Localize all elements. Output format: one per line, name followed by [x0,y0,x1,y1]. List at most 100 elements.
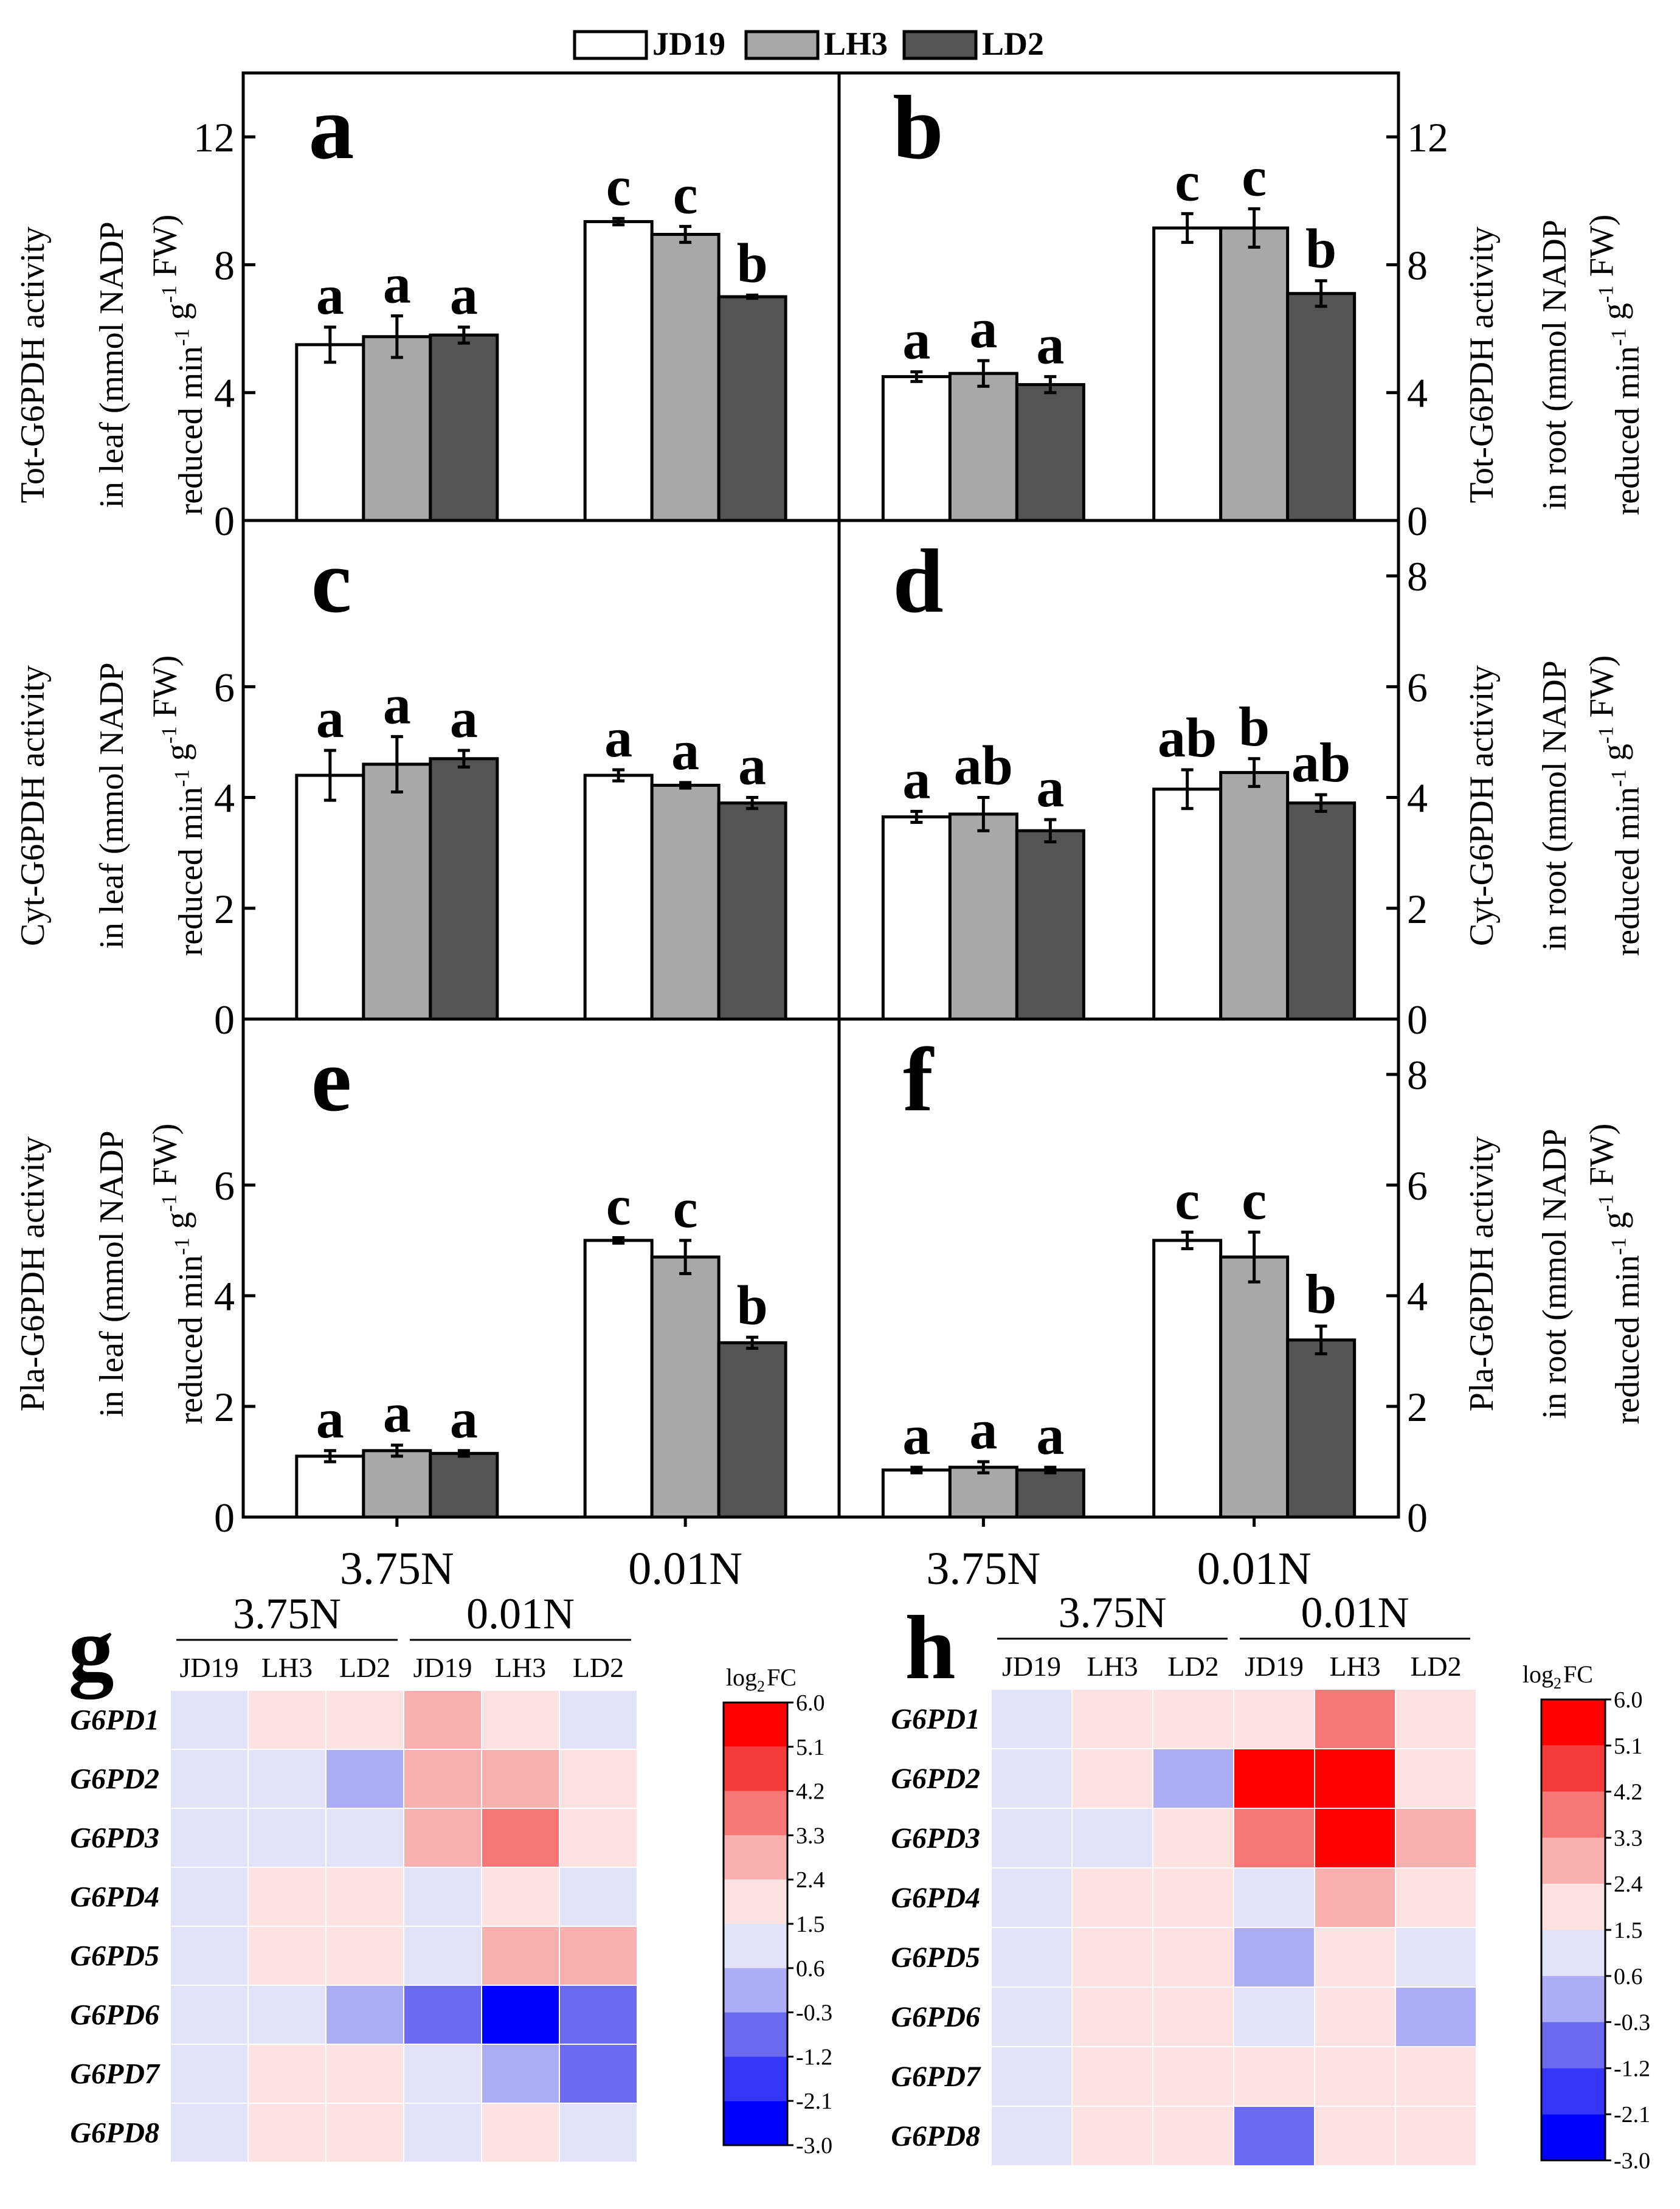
heatmap-column-label: LD2 [1410,1651,1461,1682]
significance-letter: c [606,155,631,217]
y-axis-label-f: reduced min-1 g-1 FW) [1583,1124,1647,1425]
heatmap-cell [1233,1867,1315,1928]
heatmap-cell [559,1867,638,1927]
y-axis-label-a: in leaf (mmol NADP [93,221,131,508]
significance-letter: a [902,309,930,371]
heatmap-cell [1395,1689,1477,1749]
heatmap-column-label: LD2 [339,1652,390,1683]
heatmap-column-label: LH3 [1087,1651,1138,1682]
heatmap-cell [403,2044,482,2104]
heatmap-cell [990,1689,1073,1749]
significance-letter: a [1036,1404,1064,1466]
heatmap-column-label: JD19 [413,1652,472,1683]
y-tick-label: 6 [214,664,235,710]
panel-letter-b: b [893,77,943,178]
heatmap-cell [247,2044,327,2104]
significance-letter: a [969,297,997,359]
colorbar-segment [1541,1976,1605,2022]
significance-letter: ab [954,735,1013,797]
colorbar-title: log [1523,1661,1554,1688]
colorbar-segment [1541,1745,1605,1792]
y-axis-label-e: reduced min-1 g-1 FW) [146,1124,210,1425]
significance-letter: a [604,707,632,769]
heatmap-cell [403,1690,482,1750]
colorbar-segment [1541,2114,1605,2160]
significance-letter: c [606,1174,631,1236]
bar-d-lh3-001n [1219,771,1290,1021]
heatmap-row-label: G6PD8 [891,2120,980,2152]
colorbar-segment [724,1879,787,1924]
colorbar-tick-label: 4.2 [1614,1780,1643,1805]
significance-letter: a [902,1404,930,1466]
heatmap-group-label: 0.01N [466,1589,575,1638]
heatmap-cell [481,1749,560,1809]
heatmap-cell [990,1748,1073,1809]
heatmap-h: h 3.75N 0.01N JD19 LH3 LD2 JD19 LH3 LD2 G6PD1 G6PD… [891,1588,1650,2174]
heatmap-cell [1395,1867,1477,1928]
x-tick-label: 3.75N [340,1543,454,1594]
y-tick-label: 0 [214,1495,235,1541]
colorbar-tick-label: -0.3 [1614,2010,1650,2036]
significance-letter: a [383,1382,411,1444]
heatmap-cell [247,1867,327,1927]
bar-e-jd19-001n [583,1239,654,1519]
heatmap-cell [1233,1689,1315,1749]
panel-letter-c: c [311,531,352,632]
heatmap-cell [325,1867,404,1927]
y-axis-label-b: in root (mmol NADP [1536,220,1574,510]
y-tick-label: 4 [1407,1273,1428,1319]
bar-b-ld2-375n [1015,383,1085,522]
bar-grid-frame [241,71,1400,1519]
colorbar-title: 2 [757,1678,765,1695]
x-tick-label: 3.75N [926,1543,1040,1594]
legend-item-lh3: LH3 [744,26,888,62]
legend-swatch-lh3 [744,30,820,60]
heatmap-column-label: JD19 [1002,1651,1061,1682]
y-axis-label-e: in leaf (mmol NADP [93,1130,131,1417]
heatmap-cell [1233,2106,1315,2166]
heatmap-cell [559,1985,638,2045]
significance-letter: a [902,748,930,810]
heatmap-cell [1071,1808,1153,1868]
significance-letter: a [969,1398,997,1461]
heatmap-cell [990,1986,1073,2047]
heatmap-cell [1314,2046,1396,2107]
colorbar-title: FC [1563,1661,1593,1688]
y-tick-label: 0 [214,997,235,1043]
colorbar-tick-label: -3.0 [1614,2148,1650,2174]
significance-letter: b [737,1274,768,1336]
colorbar-segment [724,1835,787,1880]
colorbar-segment [724,1746,787,1791]
heatmap-cell [1071,1689,1153,1749]
y-axis-label-d: in root (mmol NADP [1536,660,1574,951]
heatmap-cell [170,1690,249,1750]
significance-letter: a [738,735,766,797]
heatmap-cell [1152,1927,1234,1988]
heatmap-cell [990,2106,1073,2166]
legend-swatch-ld2 [902,30,978,60]
significance-letter: a [1036,313,1064,375]
significance-letter: a [383,253,411,315]
significance-letter: a [316,1388,344,1450]
y-axis-label-c: in leaf (mmol NADP [93,662,131,949]
bar-d-ld2-001n [1286,801,1357,1021]
heatmap-row-label: G6PD3 [891,1822,980,1855]
y-axis-label-b: Tot-G6PDH activity [1463,227,1501,503]
y-tick-label: 8 [214,242,235,288]
significance-letter: a [450,264,478,326]
colorbar-tick-label: -1.2 [796,2044,832,2070]
significance-letter: a [383,673,411,735]
colorbar-tick-label: 6.0 [796,1690,825,1716]
colorbar-tick-label: 5.1 [1614,1734,1643,1759]
heatmap-column-label: JD19 [1245,1651,1304,1682]
y-tick-label: 8 [1407,1052,1428,1098]
bar-f-jd19-001n [1152,1239,1223,1519]
heatmap-group-label: 0.01N [1301,1588,1409,1637]
significance-letter: ab [1291,731,1350,793]
significance-letter: c [673,1177,698,1239]
legend-label-ld2: LD2 [982,26,1044,62]
heatmap-cell [1233,1927,1315,1988]
heatmap-cell [1314,1689,1396,1749]
colorbar-tick-label: 6.0 [1614,1687,1643,1713]
